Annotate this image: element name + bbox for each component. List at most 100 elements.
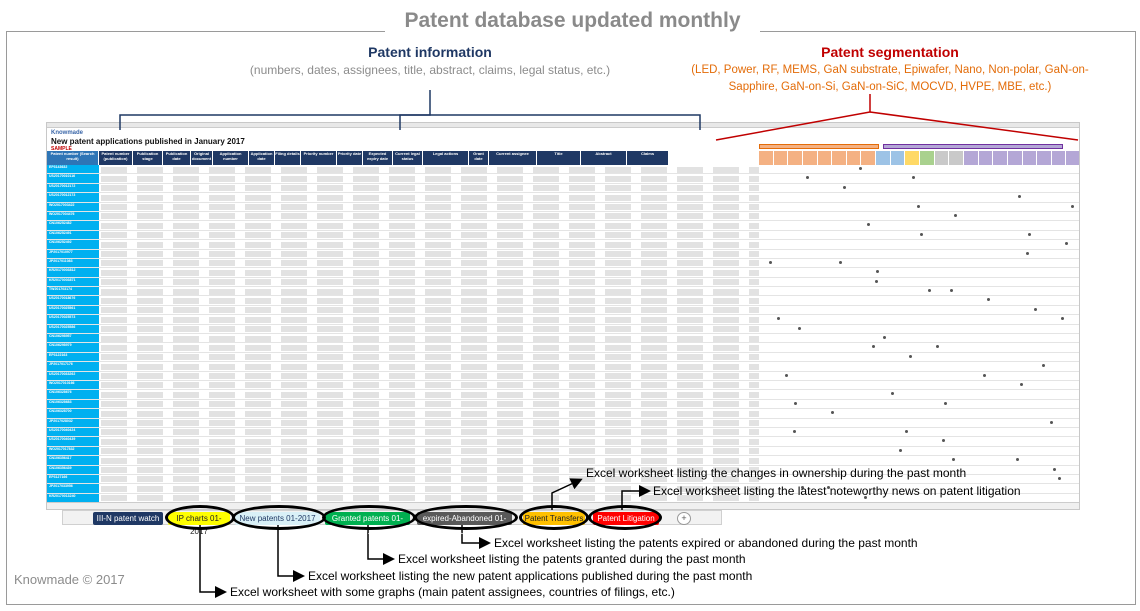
table-row[interactable]: CN106328700	[47, 409, 1079, 419]
table-row[interactable]: CN106356439	[47, 465, 1079, 475]
table-row[interactable]: US20170012172	[47, 183, 1079, 194]
segment-header-cell	[832, 151, 847, 165]
patent-number-cell[interactable]: WO2017010166	[47, 380, 99, 390]
table-row[interactable]: JP2017011083	[47, 258, 1079, 269]
granted-highlight-ring	[322, 505, 416, 530]
patent-number-cell[interactable]: CN106356417	[47, 456, 99, 465]
patent-number-cell[interactable]: JP2017011083	[47, 258, 99, 268]
table-row[interactable]: CN106328683	[47, 399, 1079, 410]
segmentation-marks	[759, 381, 1079, 389]
patent-number-cell[interactable]: US20170033262	[47, 371, 99, 380]
patent-number-cell[interactable]: US20170040424	[47, 427, 99, 437]
patent-information-title: Patent information	[368, 44, 492, 60]
patent-number-cell[interactable]: JP2017028032	[47, 418, 99, 427]
segment-mark	[839, 260, 842, 264]
table-row[interactable]: KR20170003812	[47, 268, 1079, 278]
patent-number-cell[interactable]: CN106328700	[47, 409, 99, 418]
tab-patent-watch[interactable]: III-N patent watch	[93, 512, 163, 525]
table-row[interactable]: JP2017028032	[47, 418, 1079, 428]
patent-number-cell[interactable]: JP2017033956	[47, 484, 99, 493]
column-header: Expected expiry date	[363, 151, 393, 165]
patent-number-cell[interactable]: US20170012172	[47, 183, 99, 193]
patent-number-cell[interactable]: CN106252492	[47, 240, 99, 249]
segmentation-marks	[759, 325, 1079, 333]
sheet-title: New patent applications published in Jan…	[51, 137, 245, 146]
table-row[interactable]: US20170025561	[47, 305, 1079, 316]
table-row[interactable]: CN106252491	[47, 230, 1079, 241]
table-row[interactable]: EP3122163	[47, 352, 1079, 363]
patent-number-cell[interactable]: US20170012173	[47, 193, 99, 202]
table-row[interactable]: US20170010116	[47, 174, 1079, 184]
segment-mark	[769, 260, 772, 264]
patent-number-cell[interactable]: WO2017004476	[47, 211, 99, 221]
table-row[interactable]: US20170018676	[47, 296, 1079, 306]
table-row[interactable]: CN106356417	[47, 456, 1079, 466]
segment-mark	[942, 439, 945, 443]
patent-number-cell[interactable]: US20170010116	[47, 174, 99, 183]
table-row[interactable]: WO2017003422	[47, 202, 1079, 212]
table-row[interactable]: WO2017004476	[47, 211, 1079, 222]
patent-number-cell[interactable]: CN106298957	[47, 334, 99, 343]
patent-number-cell[interactable]: WO2017003422	[47, 202, 99, 211]
patent-number-cell[interactable]: CN106252482	[47, 221, 99, 230]
patent-number-cell[interactable]: CN106328683	[47, 399, 99, 409]
patent-segmentation-subtitle: (LED, Power, RF, MEMS, GaN substrate, Ep…	[660, 62, 1120, 96]
patent-number-cell[interactable]: US20170025586	[47, 324, 99, 334]
table-row[interactable]: JP2017017176	[47, 362, 1079, 372]
segment-mark	[909, 354, 912, 358]
table-row[interactable]: US20170040439	[47, 437, 1079, 447]
patent-number-cell[interactable]: CN106298979	[47, 343, 99, 352]
patent-details-cells	[99, 241, 759, 248]
segmentation-marks	[759, 268, 1079, 276]
transfers-highlight-ring	[519, 505, 589, 530]
patent-number-cell[interactable]: EP3143632	[47, 165, 99, 174]
patent-number-cell[interactable]: EP3122163	[47, 352, 99, 362]
patent-number-cell[interactable]: US20170040439	[47, 437, 99, 446]
segmentation-marks	[759, 400, 1079, 408]
patent-number-cell[interactable]: KR20170003812	[47, 268, 99, 277]
patent-number-cell[interactable]: US20170025573	[47, 315, 99, 324]
table-row[interactable]: CN106252492	[47, 240, 1079, 250]
table-row[interactable]: US20170033262	[47, 371, 1079, 381]
patent-number-cell[interactable]: WO2017017832	[47, 446, 99, 456]
patent-details-cells	[99, 307, 759, 314]
column-header: Publication stage	[133, 151, 163, 165]
table-row[interactable]: WO2017010166	[47, 380, 1079, 391]
table-row[interactable]: CN106328676	[47, 390, 1079, 400]
table-row[interactable]: JP2017010977	[47, 249, 1079, 259]
segment-header-cell	[890, 151, 906, 165]
table-row[interactable]: WO2017017832	[47, 446, 1079, 457]
patent-number-cell[interactable]: EP3127166	[47, 474, 99, 484]
column-header: Abstract	[581, 151, 627, 165]
segmentation-marks	[759, 353, 1079, 361]
table-row[interactable]: US20170040424	[47, 427, 1079, 438]
patent-number-cell[interactable]: JP2017017176	[47, 362, 99, 371]
patent-number-cell[interactable]: JP2017010977	[47, 249, 99, 258]
table-row[interactable]: CN106252482	[47, 221, 1079, 231]
segmentation-marks	[759, 456, 1079, 464]
patent-number-cell[interactable]: KR20170013240	[47, 493, 99, 503]
table-row[interactable]: CN106298957	[47, 334, 1079, 344]
segmentation-marks	[759, 437, 1079, 445]
add-sheet-icon[interactable]: +	[677, 512, 691, 525]
segment-mark	[859, 167, 862, 170]
table-row[interactable]: CN106298979	[47, 343, 1079, 353]
patent-number-cell[interactable]: TW201703174	[47, 287, 99, 296]
column-header: Patent number (publication)	[99, 151, 133, 165]
table-row[interactable]: US20170012173	[47, 193, 1079, 203]
table-row[interactable]: EP3143632	[47, 165, 1079, 175]
patent-number-cell[interactable]: CN106356439	[47, 465, 99, 474]
patent-number-cell[interactable]: US20170025561	[47, 305, 99, 315]
patent-number-cell[interactable]: CN106252491	[47, 230, 99, 240]
patent-number-cell[interactable]: CN106328676	[47, 390, 99, 399]
table-row[interactable]: TW201703174	[47, 287, 1079, 297]
segment-group-header	[759, 144, 879, 149]
table-row[interactable]: US20170025573	[47, 315, 1079, 325]
patent-number-cell[interactable]: US20170018676	[47, 296, 99, 305]
patent-number-cell[interactable]: KR20170003871	[47, 277, 99, 287]
patent-details-cells	[99, 251, 759, 258]
patent-details-cells	[99, 335, 759, 342]
segment-mark	[793, 429, 796, 433]
table-row[interactable]: US20170025586	[47, 324, 1079, 335]
table-row[interactable]: KR20170003871	[47, 277, 1079, 288]
